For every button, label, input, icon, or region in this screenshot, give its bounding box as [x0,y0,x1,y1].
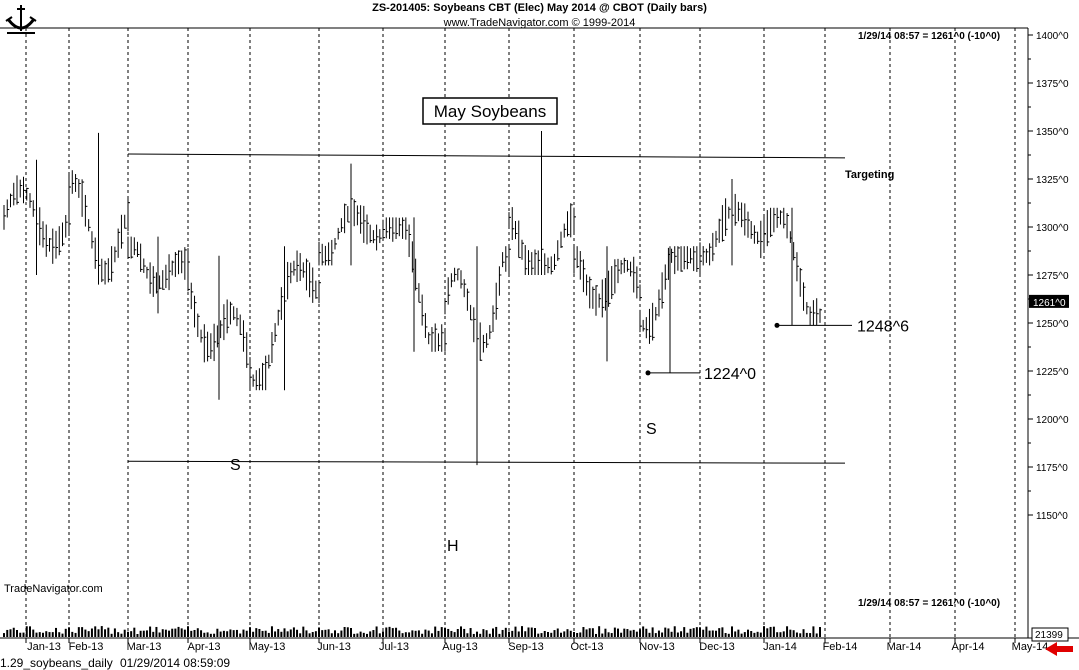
footer-timestamp: 01/29/2014 08:59:09 [120,656,231,670]
trendline [127,153,846,159]
x-tick-label: Mar-13 [127,641,162,653]
left-shoulder-label: S [230,457,241,474]
chart-title-box [422,97,558,125]
x-tick-label: Feb-14 [823,641,858,653]
y-tick-label: 1350^0 [1036,127,1069,138]
targeting-label: Targeting [845,169,894,181]
low-label-2: 1248^6 [857,318,909,335]
x-tick-label: Jan-14 [763,641,797,653]
right-shoulder-label: S [646,421,657,438]
x-tick-label: May-13 [249,641,286,653]
y-tick-label: 1250^0 [1036,319,1069,330]
x-tick-label: Feb-13 [69,641,104,653]
watermark: TradeNavigator.com [4,583,103,595]
y-tick-label: 1375^0 [1036,79,1069,90]
y-tick-label: 1325^0 [1036,175,1069,186]
x-tick-label: Jun-13 [317,641,351,653]
volume-box [1031,627,1069,642]
chart-symbol-line: ZS-201405: Soybeans CBT (Elec) May 2014 … [372,2,707,14]
y-tick-label: 1300^0 [1036,223,1069,234]
x-tick-label: Dec-13 [699,641,734,653]
quote-top: 1/29/14 08:57 = 1261^0 (-10^0) [858,31,1001,42]
y-tick-label: 1400^0 [1036,31,1069,42]
x-tick-label: Nov-13 [639,641,674,653]
y-tick-label: 1175^0 [1036,463,1068,474]
y-tick-label: 1150^0 [1036,511,1068,522]
copyright-line: www.TradeNavigator.com © 1999-2014 [443,17,636,29]
scroll-right-arrow-icon[interactable] [1045,641,1075,657]
chart-title: May Soybeans [434,102,546,121]
y-tick-label: 1225^0 [1036,367,1069,378]
x-tick-label: Apr-14 [951,641,984,653]
low-label-1: 1224^0 [704,366,756,383]
x-tick-label: Apr-13 [187,641,220,653]
x-tick-label: Oct-13 [570,641,603,653]
footer-filename: 1.29_soybeans_daily [0,656,113,670]
last-price-label: 1261^0 [1033,298,1066,309]
quote-bottom: 1/29/14 08:57 = 1261^0 (-10^0) [858,598,1001,609]
y-tick-label: 1275^0 [1036,271,1069,282]
x-tick-label: May-14 [1012,641,1049,653]
head-label: H [447,538,459,555]
x-tick-label: Jan-13 [27,641,61,653]
last-price-box [1029,294,1069,308]
y-tick-label: 1200^0 [1036,415,1069,426]
x-tick-label: Jul-13 [379,641,409,653]
x-tick-label: Aug-13 [442,641,477,653]
x-tick-label: Sep-13 [508,641,543,653]
x-tick-label: Mar-14 [887,641,922,653]
trendline [127,460,846,464]
volume-label: 21399 [1035,630,1063,641]
